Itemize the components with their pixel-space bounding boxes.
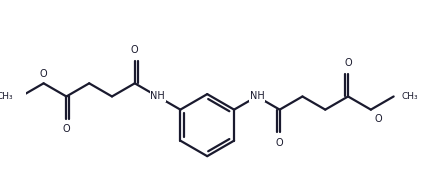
Text: NH: NH bbox=[150, 91, 165, 101]
Text: O: O bbox=[375, 114, 382, 124]
Text: O: O bbox=[131, 45, 138, 55]
Text: O: O bbox=[344, 58, 352, 69]
Text: CH₃: CH₃ bbox=[401, 92, 418, 101]
Text: O: O bbox=[276, 138, 283, 148]
Text: O: O bbox=[63, 124, 70, 134]
Text: O: O bbox=[40, 69, 47, 79]
Text: NH: NH bbox=[249, 91, 264, 101]
Text: CH₃: CH₃ bbox=[0, 92, 13, 101]
